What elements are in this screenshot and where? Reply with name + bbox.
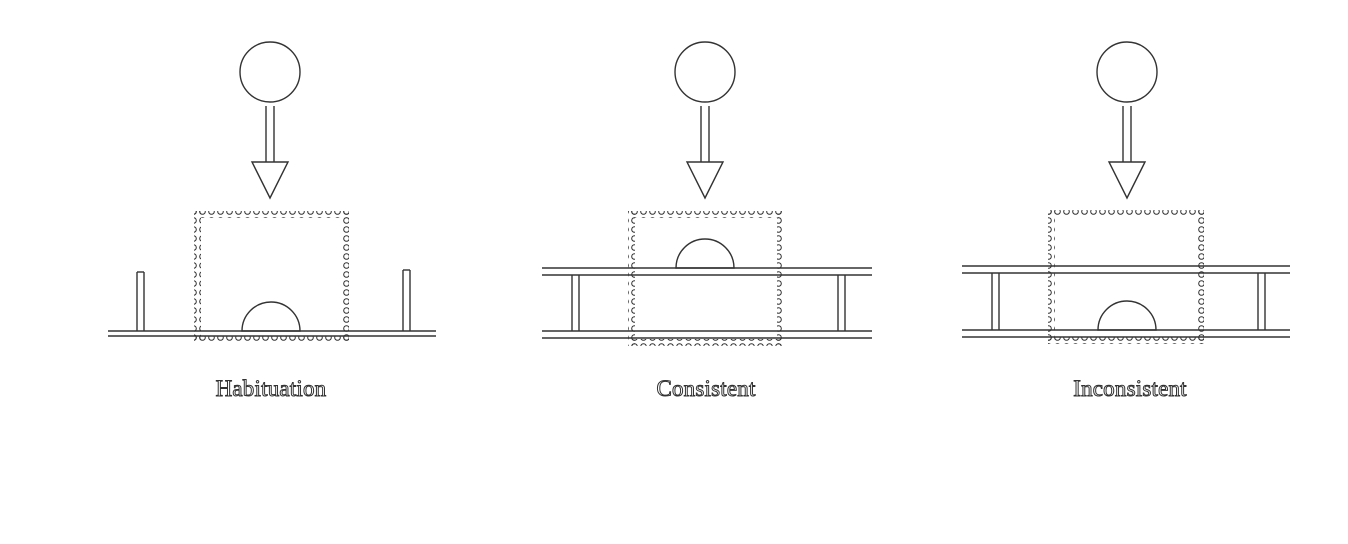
panel-inconsistent — [962, 41, 1290, 344]
panel-habituation — [108, 41, 436, 343]
caption-inconsistent: Inconsistent — [1073, 376, 1187, 402]
occluder-screen — [1048, 210, 1204, 344]
table-surface — [542, 267, 872, 339]
down-arrow-icon — [1107, 106, 1147, 200]
falling-ball-icon — [239, 41, 301, 103]
panel-consistent — [542, 41, 872, 346]
resting-ball-icon — [675, 238, 735, 269]
down-arrow-icon — [250, 106, 290, 200]
occluder-screen — [194, 211, 349, 343]
resting-ball-icon — [241, 301, 301, 332]
caption-consistent: Consistent — [656, 376, 756, 402]
down-arrow-icon — [685, 106, 725, 200]
falling-ball-icon — [674, 41, 736, 103]
falling-ball-icon — [1096, 41, 1158, 103]
floor-surface — [108, 269, 436, 337]
resting-ball-icon — [1097, 300, 1157, 331]
caption-habituation: Habituation — [215, 376, 327, 402]
occluder-screen — [628, 211, 784, 346]
